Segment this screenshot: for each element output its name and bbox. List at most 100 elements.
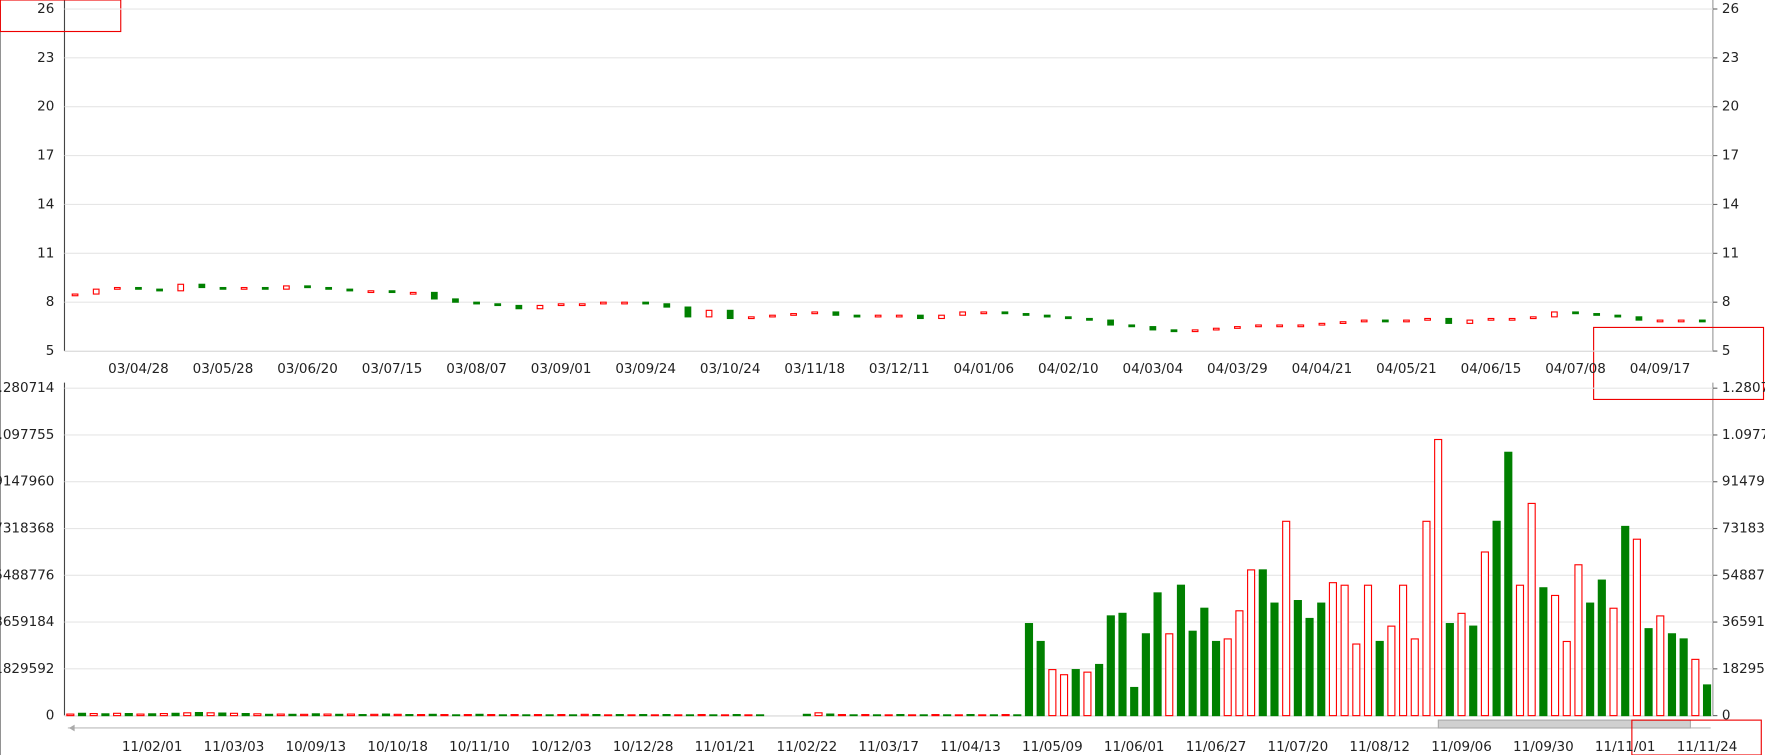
y2-tick-label: 1829592 [1722, 661, 1765, 677]
candle [304, 285, 311, 289]
bar [884, 714, 893, 717]
candle [747, 316, 755, 320]
candle [1635, 316, 1643, 321]
bar [720, 714, 730, 717]
x-tick-label: 11/06/27 [1186, 739, 1247, 755]
bar [206, 712, 215, 717]
y-tick-label: 1829592 [0, 661, 54, 677]
bar [159, 713, 168, 717]
bar [1211, 640, 1221, 717]
candle [790, 313, 797, 316]
bar [744, 714, 753, 717]
y-tick-label: 3659184 [0, 614, 54, 630]
x-tick-label: 11/02/01 [122, 739, 183, 755]
x-tick-label: 11/02/22 [777, 739, 838, 755]
candle [473, 301, 480, 305]
bar [1106, 615, 1115, 717]
bar [1434, 438, 1443, 717]
candle [346, 288, 354, 292]
bar [1422, 520, 1431, 717]
candle [832, 311, 840, 316]
x-tick-label: 03/12/11 [869, 361, 930, 377]
bar [756, 714, 765, 717]
bar [1515, 584, 1525, 717]
highlight-box [1631, 719, 1762, 755]
candle [1551, 311, 1558, 318]
bar [1597, 579, 1606, 717]
y2-tick-label: 14 [1722, 196, 1739, 212]
y-tick-label: 8 [46, 294, 55, 310]
bar [1176, 584, 1186, 717]
scrollbar-thumb[interactable] [1437, 719, 1691, 729]
candle [515, 304, 523, 310]
bar [1247, 569, 1256, 717]
bar [89, 713, 98, 717]
candle [219, 286, 227, 290]
candle [1424, 317, 1431, 321]
candle [135, 286, 142, 290]
bar [989, 714, 998, 717]
bar [674, 714, 683, 717]
highlight-box [1593, 326, 1765, 401]
y2-tick-label: 11 [1722, 245, 1739, 261]
y2-tick-label: 8 [1722, 294, 1731, 310]
bar [1188, 630, 1197, 717]
y-tick-label: 1.280714 [0, 380, 54, 396]
bar [346, 713, 355, 717]
bar [1550, 594, 1560, 717]
x-tick-label: 11/09/30 [1513, 739, 1574, 755]
bar [463, 714, 472, 717]
bar [335, 713, 344, 717]
bar [732, 714, 741, 717]
bar [416, 714, 426, 717]
bar [1024, 623, 1034, 717]
bar [685, 714, 695, 717]
x-tick-label: 10/10/18 [367, 739, 428, 755]
candle [1614, 314, 1622, 318]
bar [288, 713, 297, 717]
bar [1293, 600, 1302, 717]
bar [1235, 610, 1244, 717]
bar [545, 714, 554, 717]
bar [1457, 612, 1466, 717]
bar [393, 713, 402, 717]
bar [66, 713, 75, 717]
x-tick-label: 11/03/17 [858, 739, 919, 755]
candle [600, 301, 607, 305]
x-tick-label: 10/09/13 [286, 739, 347, 755]
candle [430, 291, 438, 300]
bar [1679, 638, 1688, 717]
bar [370, 713, 379, 717]
bar [1141, 633, 1150, 717]
bar [568, 714, 578, 717]
bar [1632, 538, 1641, 717]
bar [498, 714, 507, 717]
bar [1083, 671, 1092, 717]
bar [650, 714, 659, 717]
bar [77, 712, 87, 717]
candle [938, 314, 945, 320]
candle [578, 303, 586, 307]
bar [533, 714, 543, 717]
x-tick-label: 11/11/24 [1677, 739, 1738, 755]
bar [510, 714, 519, 717]
x-tick-label: 11/08/12 [1349, 739, 1410, 755]
bar [253, 713, 262, 717]
candle [198, 283, 206, 289]
candle [409, 291, 417, 295]
bar [358, 714, 367, 717]
candle [705, 309, 713, 318]
bar [218, 712, 227, 717]
candle [1508, 317, 1516, 321]
x-tick-label: 11/11/01 [1595, 739, 1656, 755]
scroll-arrow[interactable] [68, 724, 75, 732]
y-tick-label: 26 [37, 1, 54, 17]
candle [1276, 324, 1284, 328]
bar [229, 712, 239, 717]
bar [557, 714, 566, 717]
bar [1644, 628, 1653, 717]
candle [1234, 326, 1241, 329]
candle [1593, 313, 1601, 316]
candle [1128, 324, 1136, 328]
